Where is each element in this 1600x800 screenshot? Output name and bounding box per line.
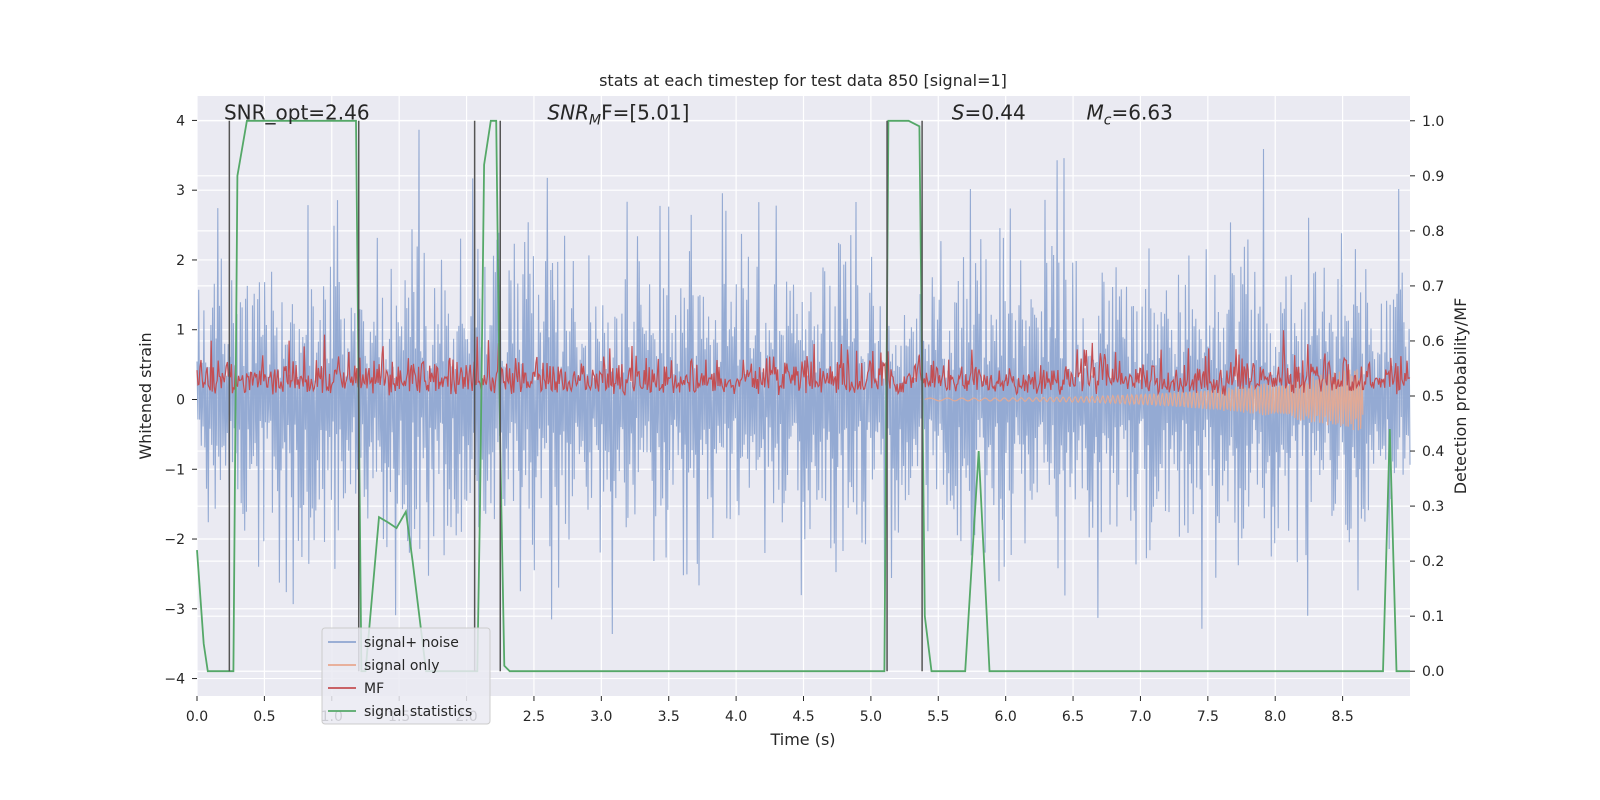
x-tick-label: 7.0 — [1129, 709, 1151, 725]
annotation: SNRMF=[5.01] — [547, 100, 689, 128]
legend-label: signal+ noise — [364, 635, 459, 651]
y-tick-label-right: 0.2 — [1422, 554, 1444, 570]
x-tick-label: 4.5 — [792, 709, 814, 725]
x-tick-label: 5.0 — [860, 709, 882, 725]
vertical-markers — [228, 120, 923, 672]
y-tick-label-right: 1.0 — [1422, 114, 1444, 130]
y-tick-label-left: 4 — [176, 113, 185, 129]
chart-title: stats at each timestep for test data 850… — [599, 71, 1007, 90]
series-signal-only — [924, 367, 1364, 431]
y-tick-label-right: 0.7 — [1422, 279, 1444, 295]
y-tick-label-left: 0 — [176, 392, 185, 408]
legend-label: signal statistics — [364, 704, 472, 720]
annotations: SNR_opt=2.46 SNRMF=[5.01] S=0.44 Mc=6.63 — [224, 100, 1173, 128]
x-tick-label: 0.5 — [253, 709, 275, 725]
x-tick-label: 2.5 — [523, 709, 545, 725]
legend: signal+ noise signal only MF signal statist… — [321, 627, 491, 725]
y-tick-label-right: 0.5 — [1422, 389, 1444, 405]
y-tick-label-left: 2 — [176, 253, 185, 269]
y-tick-label-left: −4 — [164, 672, 185, 688]
x-tick-label: 3.5 — [658, 709, 680, 725]
x-axis-label: Time (s) — [769, 730, 835, 749]
x-tick-label: 4.0 — [725, 709, 747, 725]
y-tick-label-right: 0.1 — [1422, 609, 1444, 625]
annotation: SNR_opt=2.46 — [224, 100, 370, 124]
y-tick-label-right: 0.0 — [1422, 664, 1444, 680]
y-axis-left: 4 3 2 1 0 −1 −2 −3 −4 — [164, 113, 197, 688]
series-signal-statistics — [196, 119, 1410, 673]
legend-label: signal only — [364, 658, 439, 674]
series-mf — [196, 330, 1411, 396]
y-tick-label-right: 0.3 — [1422, 499, 1444, 515]
x-tick-label: 6.5 — [1062, 709, 1084, 725]
annotation: S=0.44 — [952, 100, 1026, 124]
x-tick-label: 6.0 — [995, 709, 1017, 725]
y-tick-label-left: 1 — [176, 323, 185, 339]
x-tick-label: 7.5 — [1197, 709, 1219, 725]
x-tick-label: 5.5 — [927, 709, 949, 725]
x-tick-label: 8.5 — [1331, 709, 1353, 725]
y-tick-label-right: 0.8 — [1422, 224, 1444, 240]
annotation: Mc=6.63 — [1087, 100, 1173, 128]
x-tick-label: 3.0 — [590, 709, 612, 725]
y-tick-label-left: −1 — [164, 462, 185, 478]
legend-label: MF — [364, 681, 384, 697]
legend-box — [321, 627, 491, 725]
y-tick-label-left: −2 — [164, 532, 185, 548]
x-tick-label: 8.0 — [1264, 709, 1286, 725]
y-tick-label-left: −3 — [164, 602, 185, 618]
y-tick-label-right: 0.4 — [1422, 444, 1444, 460]
y-axis-left-label: Whitened strain — [136, 332, 155, 459]
y-tick-label-right: 0.9 — [1422, 169, 1444, 185]
y-axis-right-label: Detection probability/MF — [1451, 298, 1470, 495]
x-tick-label: 0.0 — [186, 709, 208, 725]
series-layer — [196, 119, 1411, 673]
y-tick-label-right: 0.6 — [1422, 334, 1444, 350]
y-tick-label-left: 3 — [176, 183, 185, 199]
y-axis-right: 1.0 0.9 0.8 0.7 0.6 0.5 0.4 0.3 0.2 0.1 0.0 — [1410, 114, 1444, 680]
